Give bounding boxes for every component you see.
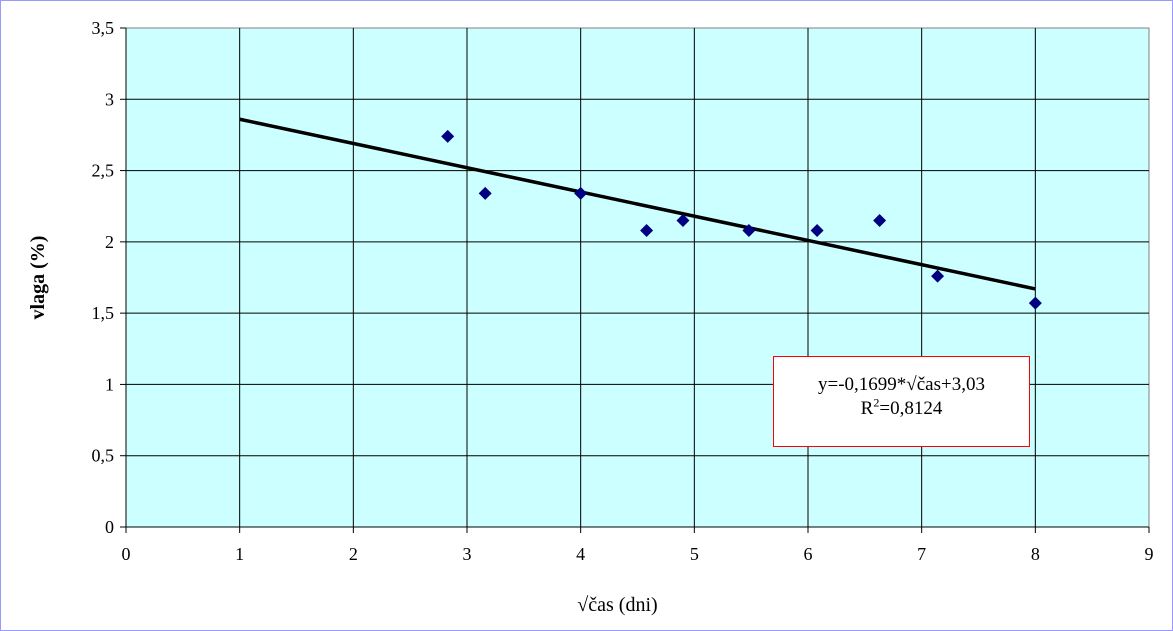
y-tick-label: 0,5 xyxy=(92,446,115,466)
data-point xyxy=(441,129,455,143)
y-tick-label: 3 xyxy=(105,89,114,109)
y-axis-title: vlaga (%) xyxy=(27,236,49,320)
y-tick-label: 2 xyxy=(105,232,114,252)
x-tick-label: 7 xyxy=(917,544,926,564)
x-tick-label: 4 xyxy=(576,544,585,564)
trendline xyxy=(239,117,1036,291)
data-point xyxy=(873,213,887,227)
y-tick-label: 3,5 xyxy=(92,18,115,38)
data-point xyxy=(810,223,824,237)
data-point xyxy=(676,213,690,227)
data-point xyxy=(640,223,654,237)
data-point xyxy=(574,186,588,200)
y-tick-label: 0 xyxy=(105,517,114,537)
x-tick-label: 9 xyxy=(1145,544,1154,564)
trendline-equation-box: y=-0,1699*√čas+3,03 R2=0,8124 xyxy=(773,356,1030,447)
x-tick-label: 6 xyxy=(804,544,813,564)
data-point xyxy=(1028,296,1042,310)
x-tick-label: 5 xyxy=(690,544,699,564)
data-point xyxy=(478,186,492,200)
x-tick-label: 2 xyxy=(349,544,358,564)
data-point xyxy=(931,269,945,283)
x-axis-title: √čas (dni) xyxy=(577,594,657,616)
y-tick-label: 2,5 xyxy=(92,161,115,181)
data-point xyxy=(742,223,756,237)
x-tick-label: 3 xyxy=(463,544,472,564)
y-tick-label: 1 xyxy=(105,374,114,394)
x-tick-label: 0 xyxy=(122,544,131,564)
y-tick-label: 1,5 xyxy=(92,303,115,323)
x-tick-label: 1 xyxy=(235,544,244,564)
plot-area xyxy=(125,27,1150,528)
x-tick-label: 8 xyxy=(1031,544,1040,564)
equation-text: y=-0,1699*√čas+3,03 xyxy=(818,374,985,395)
r-squared-text: R2=0,8124 xyxy=(860,395,943,419)
